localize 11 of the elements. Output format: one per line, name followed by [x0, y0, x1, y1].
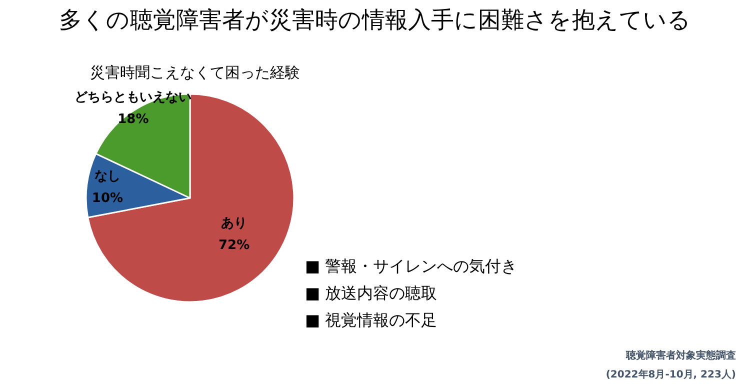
text: ■ 放送内容の聴取: [305, 284, 438, 302]
text: 聴覚障害者対象実態調査: [625, 350, 736, 362]
slice-label: なし: [94, 169, 120, 184]
text: ■ 視覚情報の不足: [305, 310, 438, 330]
text: ■ 警報・サイレンへの気付き: [305, 256, 518, 276]
data-label: 10%: [92, 191, 124, 206]
text: (2022年8月-10月, 223人): [606, 368, 736, 380]
slice-label: あり: [221, 216, 248, 231]
text: 多くの聴覚障害者が災害時の情報入手に困難さを抱えている: [59, 8, 691, 34]
data-label: 72%: [218, 238, 250, 253]
chart-subtitle: 災害時聞こえなくて困った経験: [90, 64, 300, 82]
